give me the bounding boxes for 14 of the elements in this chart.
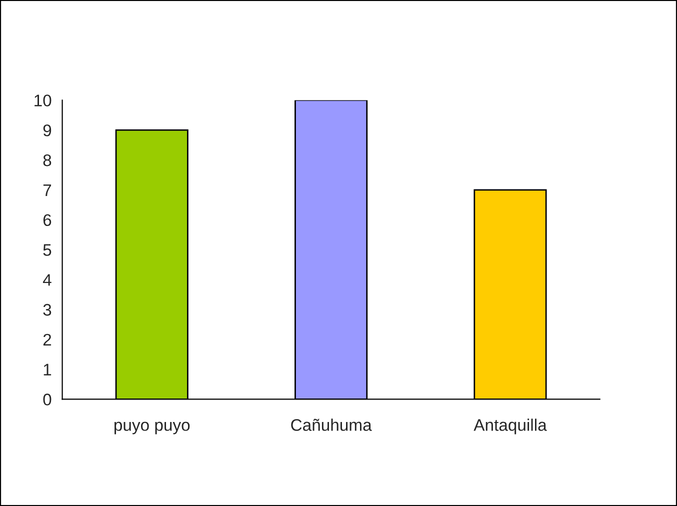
x-tick-label: puyo puyo xyxy=(114,422,190,434)
y-tick-label: 0 xyxy=(43,394,52,406)
y-tick-label: 4 xyxy=(42,274,52,286)
y-tick-label: 6 xyxy=(43,214,52,226)
y-tick-label: 9 xyxy=(43,124,52,136)
x-tick-label: Antaquilla xyxy=(474,418,547,434)
y-tick-label: 3 xyxy=(43,304,52,316)
y-tick-label: 5 xyxy=(43,244,52,256)
y-tick-label: 1 xyxy=(44,364,52,376)
y-tick-label: 10 xyxy=(34,94,52,106)
y-tick-label: 7 xyxy=(43,184,52,196)
y-tick-label: 2 xyxy=(43,334,52,346)
x-tick-label: Cañuhuma xyxy=(291,418,372,431)
y-tick-label: 8 xyxy=(43,154,52,166)
